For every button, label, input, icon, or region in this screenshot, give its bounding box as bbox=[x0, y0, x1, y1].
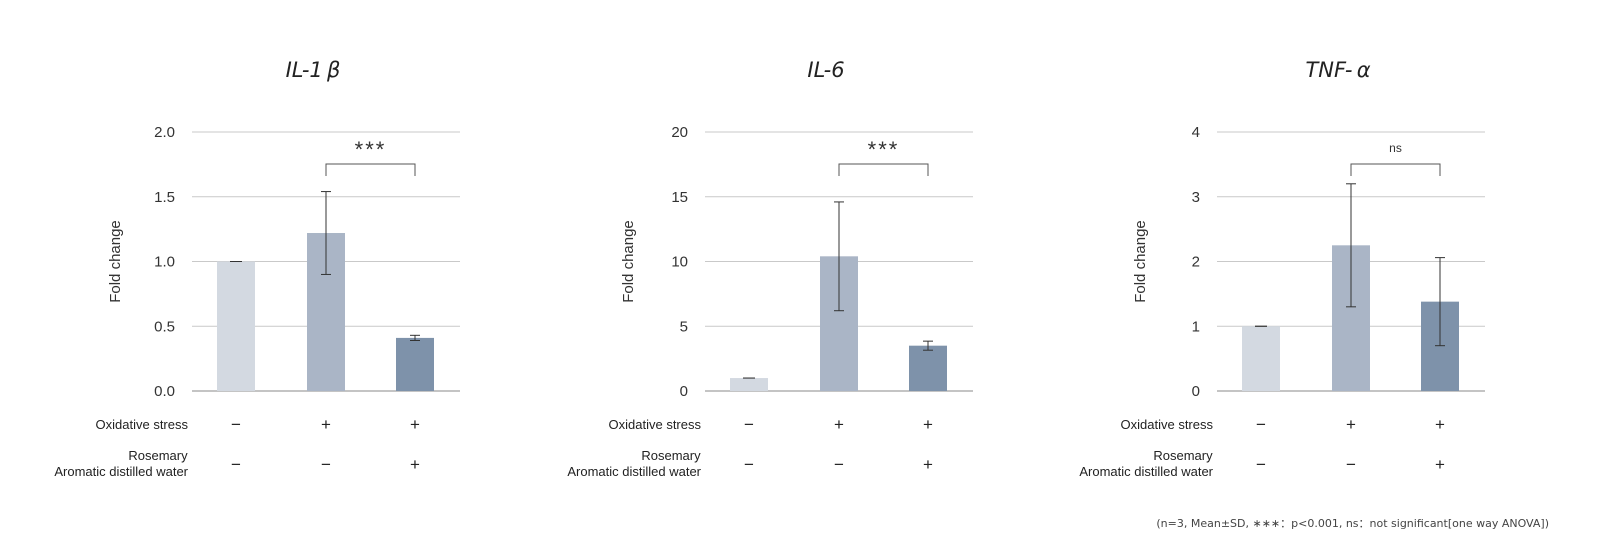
y-tick-label: 1.0 bbox=[154, 254, 175, 271]
oxidative-stress-sign: + bbox=[410, 415, 420, 434]
label-backdrop bbox=[1381, 138, 1410, 156]
label-backdrop bbox=[855, 134, 912, 158]
rosemary-sign: + bbox=[923, 455, 933, 474]
y-tick-label: 0 bbox=[1192, 383, 1200, 400]
statistics-footnote: (n=3, Mean±SD, ∗∗∗：p<0.001, ns：not signi… bbox=[1156, 517, 1549, 530]
y-tick-label: 2.0 bbox=[154, 124, 175, 141]
y-axis-label: Fold change bbox=[107, 220, 124, 303]
row-label-rosemary: Rosemary bbox=[641, 448, 701, 463]
row-label-aromatic-water: Aromatic distilled water bbox=[54, 464, 188, 479]
bar-3 bbox=[396, 337, 434, 391]
row-label-oxidative-stress: Oxidative stress bbox=[609, 417, 702, 432]
oxidative-stress-sign: − bbox=[1256, 415, 1266, 434]
oxidative-stress-sign: + bbox=[1435, 415, 1445, 434]
y-tick-label: 4 bbox=[1192, 124, 1200, 141]
row-label-oxidative-stress: Oxidative stress bbox=[96, 417, 189, 432]
significance-label: *** bbox=[868, 137, 900, 162]
y-tick-label: 3 bbox=[1192, 189, 1200, 206]
rosemary-sign: − bbox=[231, 455, 241, 474]
label-backdrop bbox=[342, 134, 399, 158]
significance-label: *** bbox=[355, 137, 387, 162]
oxidative-stress-sign: + bbox=[834, 415, 844, 434]
chart-panel-2: IL-6 0 5 10 15 20 Fold change *** Oxidative stre… bbox=[567, 58, 973, 479]
chart-title: TNF- α bbox=[1305, 58, 1370, 82]
y-tick-label: 0 bbox=[680, 383, 688, 400]
rosemary-sign: − bbox=[744, 455, 754, 474]
row-label-rosemary: Rosemary bbox=[1153, 448, 1213, 463]
y-tick-label: 1 bbox=[1192, 318, 1200, 335]
oxidative-stress-sign: − bbox=[231, 415, 241, 434]
oxidative-stress-sign: + bbox=[1346, 415, 1356, 434]
row-label-rosemary: Rosemary bbox=[128, 448, 188, 463]
significance-bracket bbox=[325, 163, 416, 176]
bar-1 bbox=[730, 378, 768, 391]
rosemary-sign: − bbox=[1346, 455, 1356, 474]
chart-title: IL-6 bbox=[807, 58, 844, 82]
y-tick-label: 2 bbox=[1192, 254, 1200, 271]
y-tick-label: 5 bbox=[680, 318, 688, 335]
row-label-aromatic-water: Aromatic distilled water bbox=[567, 464, 701, 479]
bar-1 bbox=[217, 261, 255, 391]
significance-bracket bbox=[838, 163, 929, 176]
y-tick-label: 15 bbox=[671, 189, 688, 206]
y-tick-label: 1.5 bbox=[154, 189, 175, 206]
significance-label: ns bbox=[1389, 141, 1402, 155]
rosemary-sign: + bbox=[410, 455, 420, 474]
y-tick-label: 0.5 bbox=[154, 318, 175, 335]
rosemary-sign: − bbox=[834, 455, 844, 474]
chart-panel-3: TNF- α 0 1 2 3 4 Fold change ns Oxidative stress… bbox=[1079, 58, 1485, 479]
row-label-oxidative-stress: Oxidative stress bbox=[1121, 417, 1214, 432]
y-tick-label: 0.0 bbox=[154, 383, 175, 400]
bar-1 bbox=[1242, 326, 1280, 391]
chart-panel-1: IL-1 β 0.0 0.5 1.0 1.5 2.0 Fold change *** Oxida… bbox=[54, 58, 460, 479]
rosemary-sign: − bbox=[321, 455, 331, 474]
y-tick-label: 20 bbox=[671, 124, 688, 141]
rosemary-sign: − bbox=[1256, 455, 1266, 474]
significance-bracket bbox=[1350, 163, 1441, 176]
oxidative-stress-sign: + bbox=[923, 415, 933, 434]
y-axis-label: Fold change bbox=[1132, 220, 1149, 303]
y-axis-label: Fold change bbox=[620, 220, 637, 303]
y-tick-label: 10 bbox=[671, 254, 688, 271]
bar-3 bbox=[909, 345, 947, 391]
rosemary-sign: + bbox=[1435, 455, 1445, 474]
chart-title: IL-1 β bbox=[286, 58, 341, 82]
oxidative-stress-sign: − bbox=[744, 415, 754, 434]
row-label-aromatic-water: Aromatic distilled water bbox=[1079, 464, 1213, 479]
oxidative-stress-sign: + bbox=[321, 415, 331, 434]
